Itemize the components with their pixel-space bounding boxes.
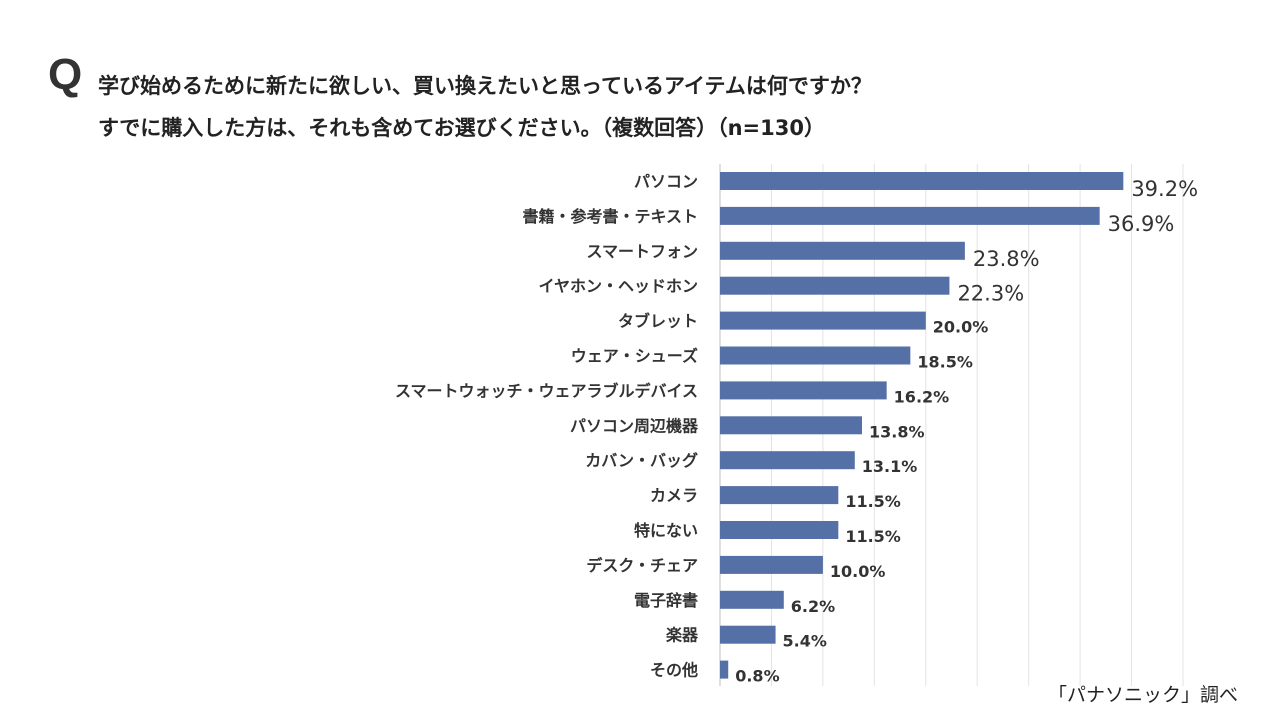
source-note: 「パナソニック」調べ	[1047, 684, 1238, 706]
bar	[720, 555, 823, 574]
category-label: 特にない	[634, 521, 698, 540]
bar	[720, 521, 839, 539]
category-label: その他	[650, 661, 698, 680]
category-label: イヤホン・ヘッドホン	[538, 277, 698, 296]
bar	[720, 241, 965, 260]
data-label: 13.8%	[869, 422, 925, 441]
data-label: 6.2%	[791, 597, 835, 616]
category-label: パソコン	[634, 172, 698, 191]
data-label: 11.5%	[845, 492, 901, 511]
data-label: 18.5%	[917, 353, 973, 372]
category-label: 電子辞書	[634, 591, 698, 610]
data-label: 36.9%	[1108, 212, 1175, 236]
category-label: パソコン周辺機器	[570, 416, 699, 435]
bar	[720, 590, 784, 609]
bar	[720, 172, 1124, 190]
category-label: デスク・チェア	[586, 556, 698, 575]
data-label: 23.8%	[973, 247, 1040, 271]
data-label: 0.8%	[735, 667, 779, 686]
bar	[720, 311, 926, 330]
data-label: 10.0%	[830, 562, 886, 581]
data-label: 16.2%	[894, 387, 950, 406]
chart-title-line1: 学び始めるために新たに欲しい、買い換えたいと思っているアイテムは何ですか？	[98, 74, 872, 98]
question-mark: Q	[48, 50, 83, 99]
bar	[720, 486, 839, 505]
category-label: 楽器	[665, 626, 699, 645]
category-label: タブレット	[618, 312, 698, 331]
data-label: 11.5%	[845, 527, 901, 546]
data-label: 5.4%	[783, 632, 827, 651]
bar	[720, 416, 862, 435]
category-label: カバン・バッグ	[585, 451, 698, 470]
bar	[720, 276, 950, 295]
bar	[720, 625, 776, 644]
data-label: 39.2%	[1131, 177, 1198, 201]
bar	[720, 206, 1100, 225]
data-label: 20.0%	[933, 318, 989, 337]
bar	[720, 660, 729, 679]
chart-title-line2: すでに購入した方は、それも含めてお選びください。（複数回答）（n=130）	[98, 116, 825, 140]
category-label: 書籍・参考書・テキスト	[522, 207, 698, 226]
bar	[720, 451, 855, 470]
category-label: スマートウォッチ・ウェアラブルデバイス	[395, 381, 698, 400]
category-label: ウェア・シューズ	[571, 347, 698, 366]
data-label: 13.1%	[862, 457, 918, 476]
category-label: カメラ	[650, 486, 698, 505]
category-label: スマートフォン	[586, 242, 698, 261]
bar	[720, 381, 887, 400]
bar	[720, 346, 911, 365]
data-label: 22.3%	[957, 282, 1024, 306]
